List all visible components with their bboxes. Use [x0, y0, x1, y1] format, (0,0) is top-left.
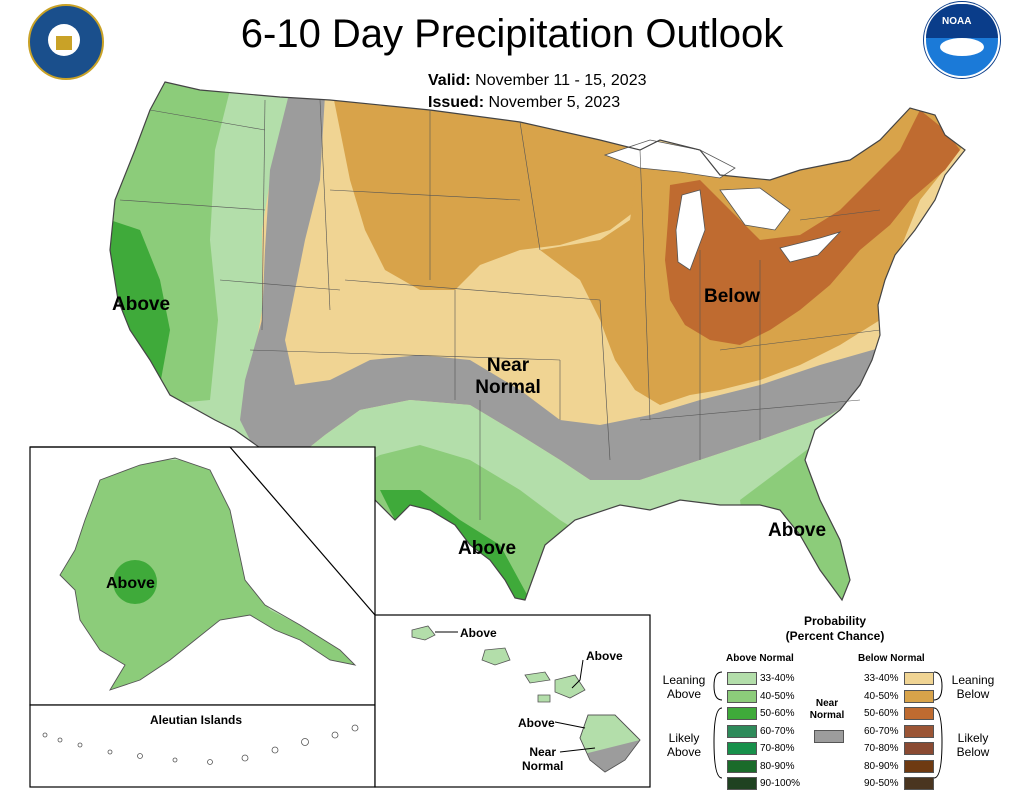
legend-swatch-below-2 [904, 707, 934, 720]
aleutian-islands [42, 724, 359, 765]
legend-range-above-2: 50-60% [760, 708, 795, 719]
legend-swatch-above-0 [727, 672, 757, 685]
legend-likely-below-line2: Below [956, 745, 990, 759]
legend-range-above-5: 80-90% [760, 761, 795, 772]
legend-range-below-2: 50-60% [864, 708, 899, 719]
label-plains-near: Near Normal [468, 355, 548, 399]
state-boundaries [119, 99, 881, 520]
label-southeast: Above [768, 520, 827, 541]
label-plains-near-line1: Near [486, 355, 530, 376]
label-hawaii-near-line1: Near [529, 745, 557, 759]
legend-range-above-1: 40-50% [760, 691, 795, 702]
legend-likely-above-line1: Likely [668, 731, 700, 745]
valid-value: November 11 - 15, 2023 [475, 72, 647, 89]
legend-likely-below: Likely Below [948, 731, 998, 759]
legend-swatch-above-6 [727, 777, 757, 790]
label-plains-near-line2: Normal [475, 377, 541, 398]
label-texas: Above [458, 538, 517, 559]
label-alaska: Above [106, 575, 155, 592]
label-hawaii-1: Above [460, 626, 497, 640]
legend-title-line2: (Percent Chance) [785, 629, 885, 643]
legend-likely-above: Likely Above [660, 731, 708, 759]
legend-range-below-0: 33-40% [864, 673, 899, 684]
legend-range-above-3: 60-70% [760, 726, 795, 737]
legend-swatch-above-3 [727, 725, 757, 738]
valid-label: Valid: [428, 72, 471, 89]
legend-swatch-below-3 [904, 725, 934, 738]
issued-label: Issued: [428, 94, 485, 111]
legend-likely-above-line2: Above [666, 745, 702, 759]
legend-leaning-above: Leaning Above [660, 673, 708, 701]
legend-below-head: Below Normal [858, 653, 925, 664]
legend-title: Probability (Percent Chance) [735, 614, 935, 644]
legend-swatch-above-5 [727, 760, 757, 773]
legend-likely-below-line1: Likely [957, 731, 989, 745]
legend-range-below-1: 40-50% [864, 691, 899, 702]
legend-leaning-above-line1: Leaning [662, 673, 706, 687]
noaa-logo-icon: NOAA [924, 2, 1000, 78]
legend-range-below-6: 90-50% [864, 778, 899, 789]
legend-range-above-0: 33-40% [760, 673, 795, 684]
legend-swatch-below-6 [904, 777, 934, 790]
legend-leaning-below: Leaning Below [948, 673, 998, 701]
legend-swatch-below-4 [904, 742, 934, 755]
legend-swatch-below-0 [904, 672, 934, 685]
label-west-coast: Above [112, 294, 171, 315]
aleutian-inset [29, 704, 376, 788]
legend-swatch-above-1 [727, 690, 757, 703]
legend-swatch-below-1 [904, 690, 934, 703]
legend-range-below-5: 80-90% [864, 761, 899, 772]
aleutian-label: Aleutian Islands [150, 713, 243, 727]
legend-near-normal: Near Normal [802, 698, 852, 722]
legend-title-line1: Probability [803, 614, 866, 628]
doc-seal-icon [28, 4, 104, 80]
legend-swatch-above-2 [727, 707, 757, 720]
legend-range-above-4: 70-80% [760, 743, 795, 754]
label-hawaii-near-line2: Normal [522, 759, 564, 773]
label-hawaii-2: Above [586, 649, 623, 663]
legend-swatch-above-4 [727, 742, 757, 755]
legend-range-below-4: 70-80% [864, 743, 899, 754]
legend-leaning-below-line2: Below [956, 687, 990, 701]
legend-near-line1: Near [815, 698, 839, 709]
legend-leaning-above-line2: Above [666, 687, 702, 701]
legend-range-below-3: 60-70% [864, 726, 899, 737]
page-title: 6-10 Day Precipitation Outlook [240, 12, 784, 56]
label-hawaii-near: Near Normal [522, 745, 563, 773]
issued-date: Issued: November 5, 2023 [428, 92, 620, 113]
legend-swatch-below-5 [904, 760, 934, 773]
legend-above-head: Above Normal [726, 653, 794, 664]
label-great-lakes: Below [704, 286, 760, 307]
legend-near-line2: Normal [809, 710, 845, 721]
legend-leaning-below-line1: Leaning [951, 673, 995, 687]
legend-swatch-near [814, 730, 844, 743]
label-hawaii-3: Above [518, 716, 555, 730]
legend-range-above-6: 90-100% [760, 778, 801, 789]
valid-dates: Valid: November 11 - 15, 2023 [428, 70, 647, 91]
issued-value: November 5, 2023 [488, 94, 621, 111]
